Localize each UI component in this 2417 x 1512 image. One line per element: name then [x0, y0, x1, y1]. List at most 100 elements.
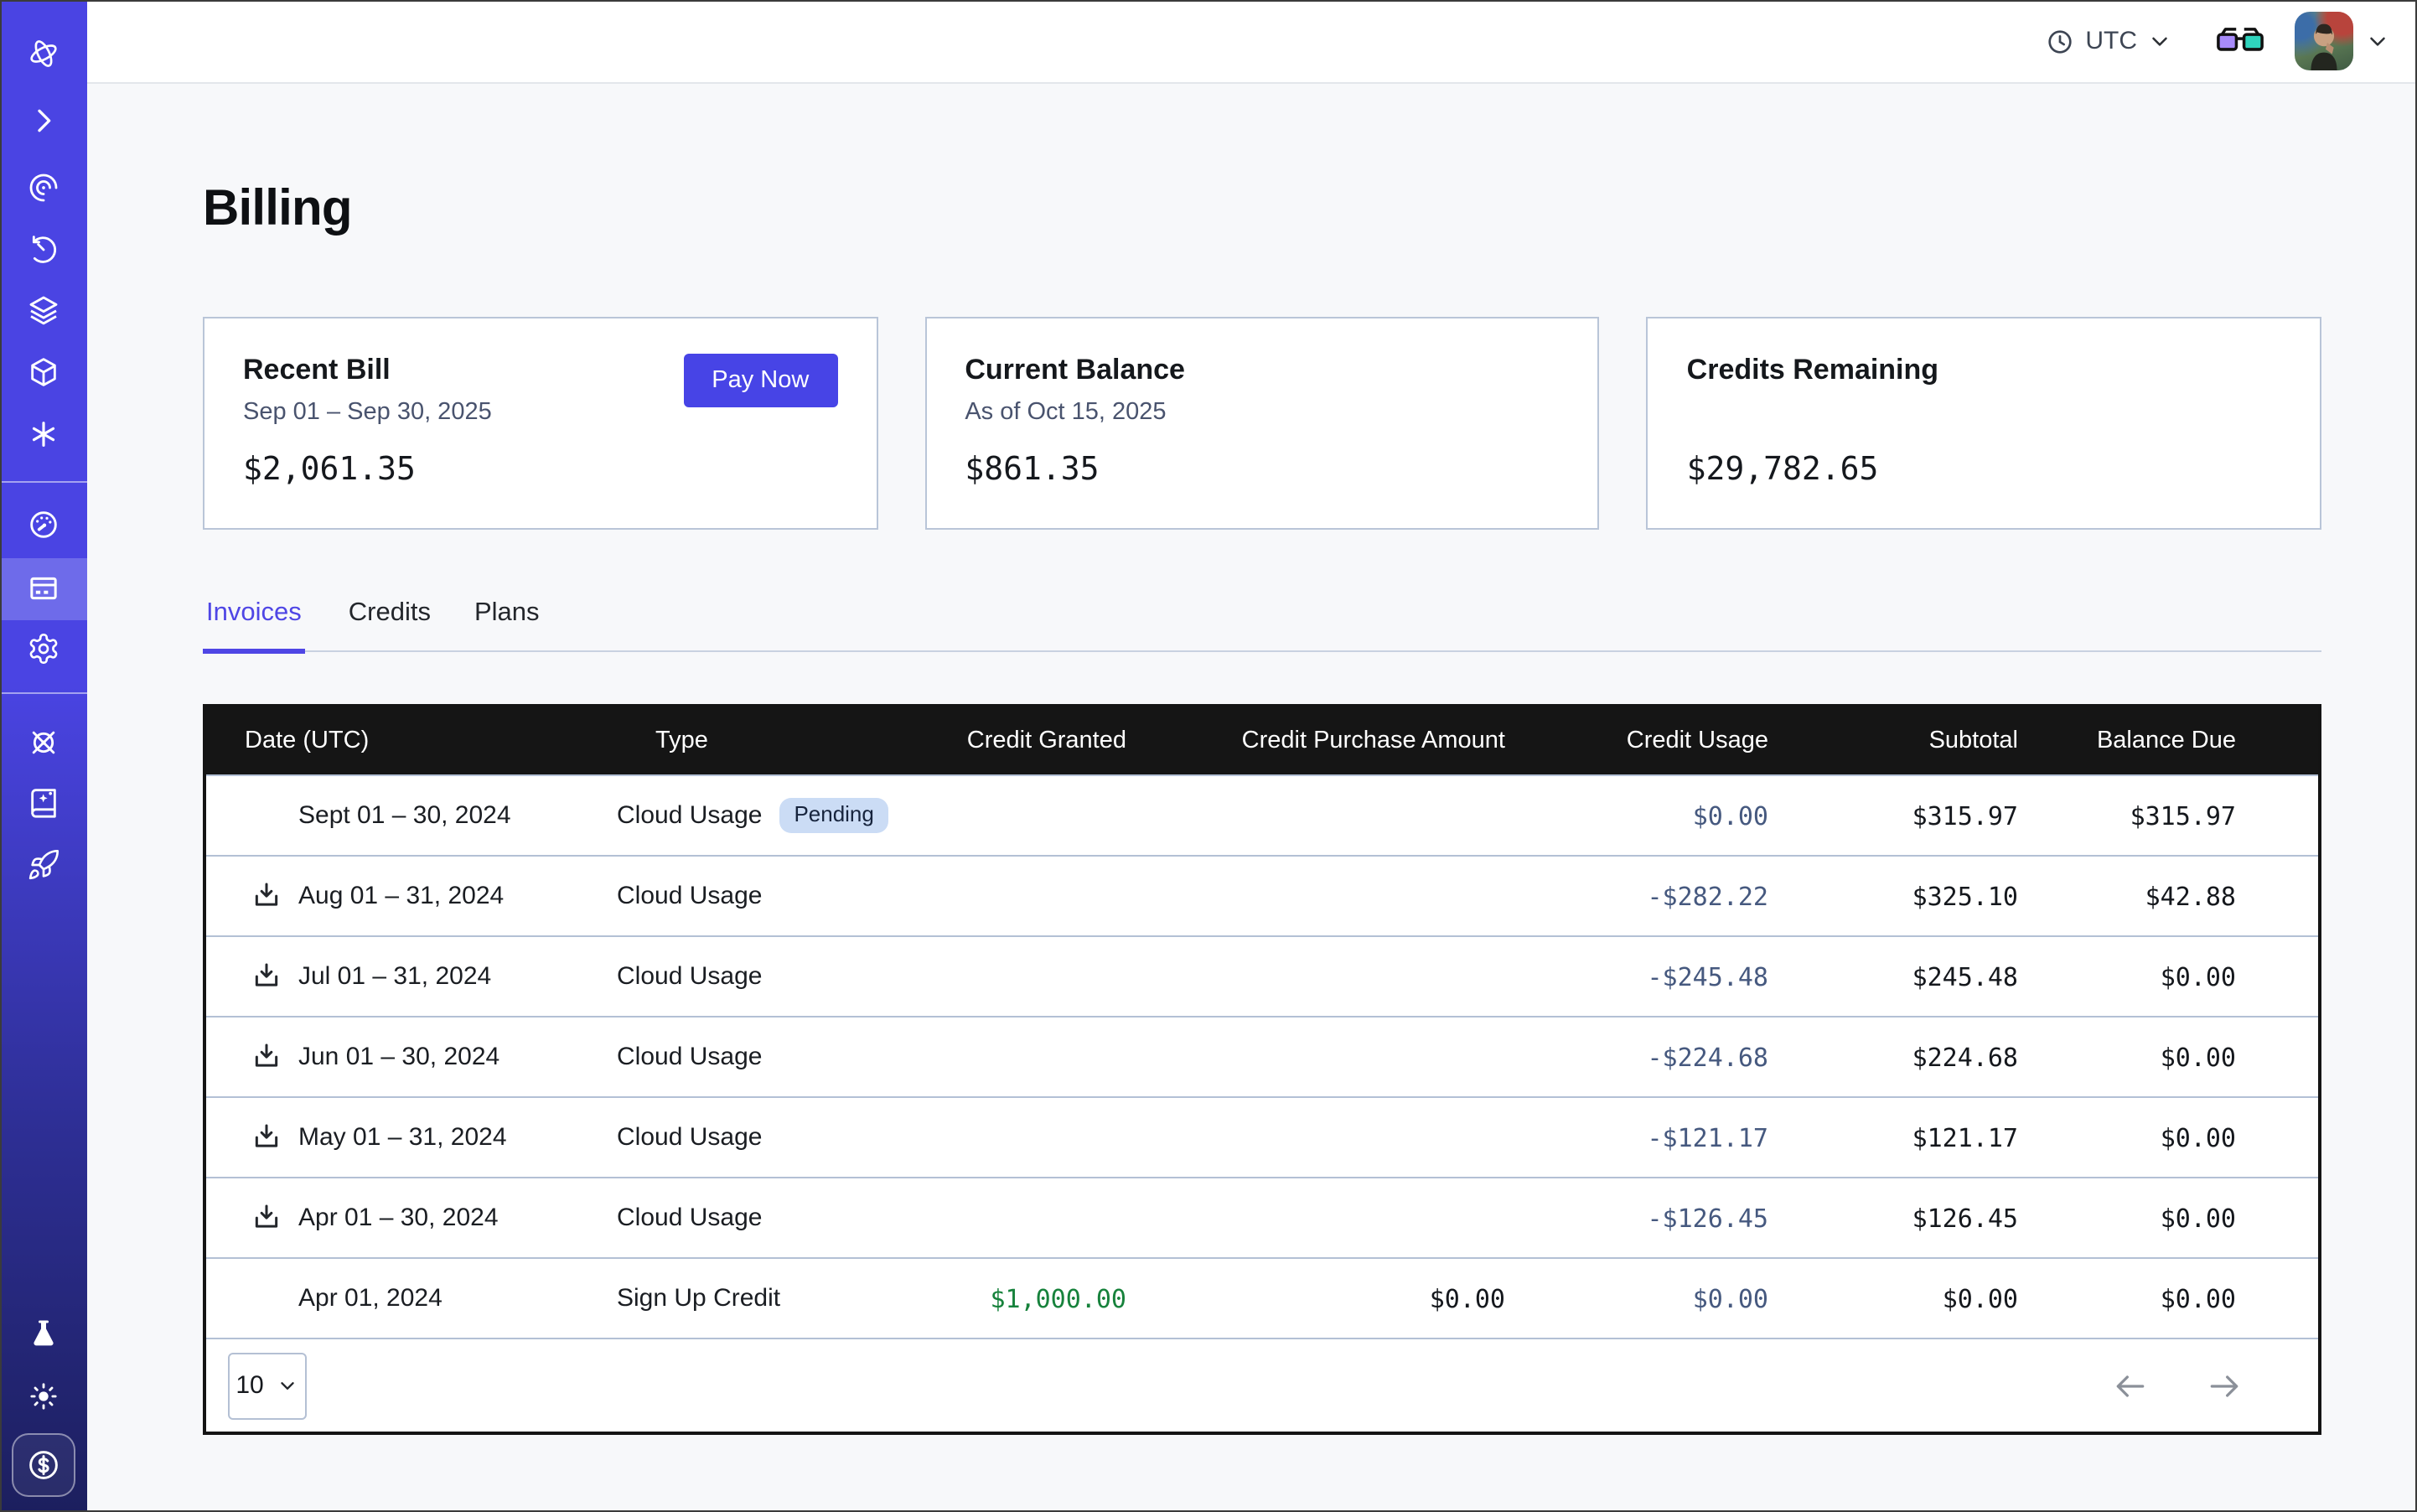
topbar: UTC — [87, 0, 2417, 84]
page-size-select[interactable]: 10 — [228, 1352, 307, 1419]
download-invoice-icon[interactable] — [250, 1201, 283, 1235]
chevron-right-icon[interactable] — [27, 104, 60, 137]
card-subtitle — [1687, 399, 2281, 427]
spiral-icon[interactable] — [27, 171, 60, 205]
sidebar-divider — [0, 692, 87, 694]
invoice-date: Apr 01, 2024 — [298, 1284, 443, 1313]
col-subtotal: Subtotal — [1768, 728, 2018, 754]
card-amount: $861.35 — [965, 451, 1559, 488]
book-sparkle-icon[interactable] — [27, 786, 60, 820]
orbit-logo-icon[interactable] — [27, 37, 60, 70]
table-row: Jul 01 – 31, 2024 Cloud Usage -$245.48 $… — [206, 935, 2318, 1016]
col-balance-due: Balance Due — [2018, 728, 2311, 754]
col-credit-usage: Credit Usage — [1505, 728, 1768, 754]
layers-icon[interactable] — [27, 293, 60, 327]
balance-due: $42.88 — [2018, 881, 2311, 911]
arrow-right-icon — [2206, 1367, 2243, 1404]
gear-icon[interactable] — [27, 632, 60, 665]
table-row: May 01 – 31, 2024 Cloud Usage -$121.17 $… — [206, 1096, 2318, 1177]
arrow-left-icon — [2112, 1367, 2149, 1404]
invoice-date: May 01 – 31, 2024 — [298, 1123, 507, 1152]
chevron-down-icon — [277, 1375, 299, 1396]
table-footer: 10 — [206, 1338, 2318, 1432]
status-badge: Pending — [779, 798, 888, 834]
subtotal: $325.10 — [1768, 881, 2018, 911]
history-icon[interactable] — [27, 233, 60, 267]
subtotal: $126.45 — [1768, 1203, 2018, 1233]
invoice-type: Cloud Usage — [617, 882, 762, 910]
card-subtitle: As of Oct 15, 2025 — [965, 399, 1559, 427]
download-invoice-icon[interactable] — [250, 960, 283, 993]
cube-icon[interactable] — [27, 355, 60, 389]
invoice-date: Aug 01 – 31, 2024 — [298, 882, 504, 910]
credits-remaining-card: Credits Remaining $29,782.65 — [1647, 317, 2321, 530]
app-window: UTC Billing Recent Bill Sep 01 – Sep 30,… — [0, 0, 2417, 1512]
tab-plans[interactable]: Plans — [474, 598, 540, 650]
pay-now-button[interactable]: Pay Now — [683, 354, 837, 407]
subtotal: $121.17 — [1768, 1122, 2018, 1152]
balance-due: $315.97 — [2018, 800, 2311, 831]
previous-page-button[interactable] — [2112, 1367, 2149, 1404]
invoice-type: Cloud Usage — [617, 1123, 762, 1152]
timezone-selector[interactable]: UTC — [2045, 26, 2172, 56]
invoice-date: Apr 01 – 30, 2024 — [298, 1204, 499, 1232]
balance-due: $0.00 — [2018, 1203, 2311, 1233]
table-row: Jun 01 – 30, 2024 Cloud Usage -$224.68 $… — [206, 1016, 2318, 1096]
dollar-badge-button[interactable] — [12, 1433, 75, 1497]
sidebar-divider — [0, 481, 87, 483]
subtotal: $245.48 — [1768, 961, 2018, 992]
recent-bill-card: Recent Bill Sep 01 – Sep 30, 2025 $2,061… — [203, 317, 877, 530]
invoice-type: Sign Up Credit — [617, 1284, 780, 1313]
col-date: Date (UTC) — [206, 728, 617, 754]
card-title: Credits Remaining — [1687, 354, 2281, 387]
download-invoice-icon[interactable] — [250, 1040, 283, 1074]
invoice-type: Cloud Usage — [617, 1204, 762, 1232]
invoice-date: Sept 01 – 30, 2024 — [298, 801, 511, 830]
table-row: Aug 01 – 31, 2024 Cloud Usage -$282.22 $… — [206, 855, 2318, 935]
user-menu[interactable] — [2295, 12, 2390, 70]
gauge-icon[interactable] — [27, 508, 60, 541]
download-invoice-icon[interactable] — [250, 879, 283, 913]
chevron-down-icon — [2365, 28, 2390, 54]
balance-due: $0.00 — [2018, 1042, 2311, 1072]
invoice-date: Jul 01 – 31, 2024 — [298, 962, 491, 991]
billing-card-icon[interactable] — [27, 572, 60, 605]
credit-usage: -$126.45 — [1505, 1203, 1768, 1233]
chevron-down-icon — [2147, 28, 2172, 54]
main-content: Billing Recent Bill Sep 01 – Sep 30, 202… — [87, 84, 2417, 1512]
card-amount: $29,782.65 — [1687, 451, 2281, 488]
col-type: Type — [617, 728, 919, 754]
next-page-button[interactable] — [2206, 1367, 2243, 1404]
helm-icon[interactable] — [27, 726, 60, 759]
sidebar — [0, 0, 87, 1512]
balance-due: $0.00 — [2018, 1122, 2311, 1152]
download-invoice-icon[interactable] — [250, 1121, 283, 1154]
tab-invoices[interactable]: Invoices — [203, 598, 305, 654]
invoices-table: Date (UTC) Type Credit Granted Credit Pu… — [203, 704, 2321, 1435]
subtotal: $0.00 — [1768, 1283, 2018, 1313]
tab-credits[interactable]: Credits — [349, 598, 431, 650]
invoice-date: Jun 01 – 30, 2024 — [298, 1043, 499, 1071]
subtotal: $224.68 — [1768, 1042, 2018, 1072]
credit-usage: -$121.17 — [1505, 1122, 1768, 1152]
asterisk-icon[interactable] — [27, 417, 60, 451]
credit-granted: $1,000.00 — [919, 1283, 1126, 1313]
pagination-controls — [2112, 1367, 2243, 1404]
sun-icon[interactable] — [27, 1380, 60, 1413]
rocket-icon[interactable] — [27, 848, 60, 882]
col-credit-granted: Credit Granted — [919, 728, 1126, 754]
flask-icon[interactable] — [27, 1318, 60, 1351]
avatar[interactable] — [2295, 12, 2353, 70]
3d-glasses-icon[interactable] — [2216, 25, 2264, 57]
dollar-badge-icon — [25, 1447, 62, 1484]
subtotal: $315.97 — [1768, 800, 2018, 831]
billing-tabs: Invoices Credits Plans — [203, 598, 2321, 652]
table-header: Date (UTC) Type Credit Granted Credit Pu… — [206, 707, 2318, 774]
credit-usage: -$245.48 — [1505, 961, 1768, 992]
table-row: Apr 01 – 30, 2024 Cloud Usage -$126.45 $… — [206, 1177, 2318, 1257]
credit-usage: $0.00 — [1505, 1283, 1768, 1313]
balance-due: $0.00 — [2018, 1283, 2311, 1313]
summary-cards: Recent Bill Sep 01 – Sep 30, 2025 $2,061… — [203, 317, 2321, 530]
table-row: Apr 01, 2024 Sign Up Credit $1,000.00 $0… — [206, 1257, 2318, 1338]
card-amount: $2,061.35 — [243, 451, 837, 488]
